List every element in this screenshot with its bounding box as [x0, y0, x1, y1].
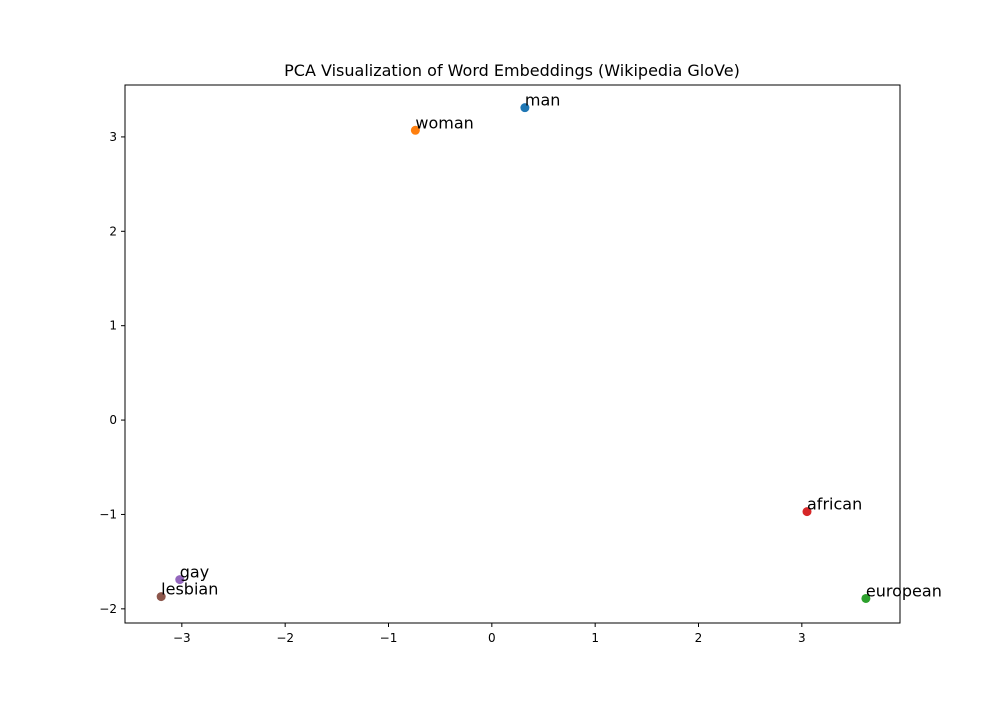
y-tick-label: 3 — [109, 130, 117, 144]
y-tick-label: 2 — [109, 224, 117, 238]
chart-title: PCA Visualization of Word Embeddings (Wi… — [284, 61, 740, 80]
data-label-african: african — [807, 495, 862, 514]
data-point-african — [802, 507, 812, 517]
data-point-man — [520, 103, 530, 113]
data-point-gay — [175, 575, 185, 585]
data-label-gay: gay — [180, 563, 209, 582]
x-tick-label: −2 — [276, 631, 294, 645]
data-point-lesbian — [156, 592, 166, 602]
data-label-man: man — [525, 91, 561, 110]
plot-frame — [124, 84, 901, 624]
x-tick-label: −3 — [173, 631, 191, 645]
x-tick-label: 0 — [488, 631, 496, 645]
x-tick-label: 3 — [798, 631, 806, 645]
y-tick-label: 0 — [109, 413, 117, 427]
y-tick-label: 1 — [109, 319, 117, 333]
x-tick-label: 1 — [591, 631, 599, 645]
data-label-woman: woman — [415, 113, 473, 132]
y-tick-label: −2 — [99, 602, 117, 616]
data-label-lesbian: lesbian — [161, 580, 218, 599]
data-label-european: european — [866, 581, 942, 600]
data-point-woman — [410, 125, 420, 135]
data-point-european — [861, 593, 871, 603]
y-tick-label: −1 — [99, 507, 117, 521]
x-tick-label: 2 — [695, 631, 703, 645]
x-tick-label: −1 — [380, 631, 398, 645]
